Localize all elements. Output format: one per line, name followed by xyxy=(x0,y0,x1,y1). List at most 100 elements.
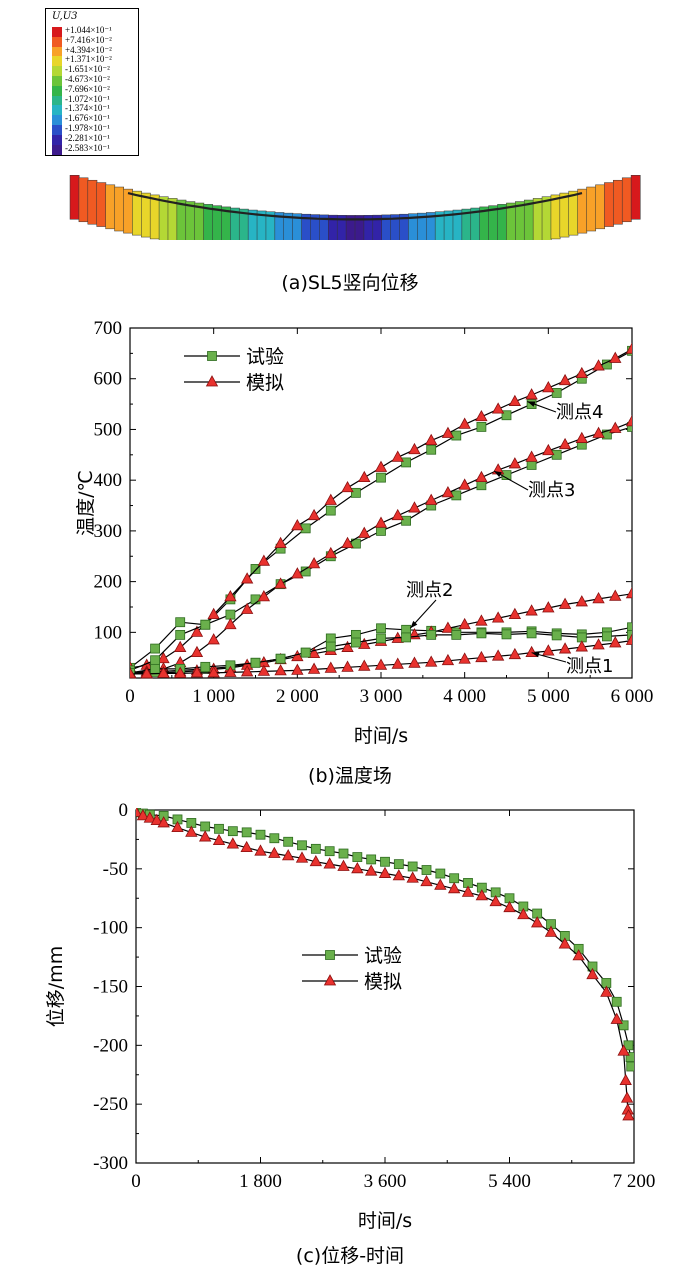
data-point xyxy=(364,864,378,876)
data-point xyxy=(475,470,488,483)
data-point xyxy=(307,662,321,674)
data-point xyxy=(175,629,186,640)
data-point xyxy=(408,442,421,455)
beam-element xyxy=(532,198,543,240)
y-tick-label: 300 xyxy=(94,521,123,542)
data-point xyxy=(391,657,404,669)
data-point xyxy=(198,830,212,842)
data-point xyxy=(625,415,632,427)
contour-legend-swatch xyxy=(52,46,62,57)
data-point xyxy=(324,846,335,857)
data-point xyxy=(558,937,572,949)
data-point xyxy=(300,647,311,658)
data-point xyxy=(190,666,204,678)
deformed-beam-contour xyxy=(69,175,641,240)
y-tick-label: 600 xyxy=(94,369,123,390)
data-point xyxy=(475,409,488,422)
y-tick-label: 700 xyxy=(94,318,123,339)
contour-legend-entry: -1.072×10⁻¹ xyxy=(52,94,136,106)
contour-legend-entry: -1.978×10⁻¹ xyxy=(52,123,136,135)
annotation-arrowhead xyxy=(410,620,418,629)
data-point xyxy=(307,508,321,521)
contour-legend-entry: -1.374×10⁻¹ xyxy=(52,103,136,116)
legend-label: 试验 xyxy=(246,346,284,368)
contour-legend-value: +4.394×10⁻² xyxy=(65,44,112,55)
data-point xyxy=(508,607,522,619)
data-point xyxy=(254,844,267,856)
data-point xyxy=(283,836,294,847)
data-point xyxy=(426,444,437,455)
data-point xyxy=(291,567,304,579)
data-point xyxy=(323,857,336,869)
beam-element xyxy=(523,199,534,240)
beam-element xyxy=(96,182,107,227)
data-point xyxy=(240,602,254,614)
data-point xyxy=(171,820,184,833)
data-point xyxy=(309,854,323,867)
data-point xyxy=(592,359,605,371)
data-point xyxy=(461,885,475,897)
data-point xyxy=(157,816,170,828)
data-point xyxy=(240,665,254,677)
data-point xyxy=(622,1109,634,1121)
data-point xyxy=(421,865,432,875)
data-point xyxy=(224,665,237,677)
caption-a: (a)SL5竖向位移 xyxy=(281,272,419,294)
data-point xyxy=(609,589,622,601)
data-point xyxy=(224,590,237,602)
beam-element xyxy=(123,188,133,234)
data-point xyxy=(592,426,605,438)
beam-element xyxy=(149,194,160,240)
data-point xyxy=(575,640,588,652)
data-point xyxy=(352,852,363,862)
data-point xyxy=(618,1020,629,1031)
data-point xyxy=(140,667,153,679)
data-point xyxy=(458,478,471,490)
beam-element xyxy=(595,184,605,230)
x-tick-label: 5 400 xyxy=(488,1171,531,1192)
contour-legend-title: U,U3 xyxy=(52,11,78,22)
data-point xyxy=(609,636,622,648)
x-tick-label: 5 000 xyxy=(527,686,570,707)
data-point xyxy=(544,925,558,937)
contour-legend-value: -4.673×10⁻² xyxy=(65,74,110,84)
data-point xyxy=(592,638,605,650)
y-tick-label: 0 xyxy=(119,800,129,821)
legend-label: 试验 xyxy=(364,945,402,967)
data-point xyxy=(441,486,455,498)
data-point xyxy=(407,861,418,872)
data-point xyxy=(275,653,286,664)
data-point xyxy=(325,641,336,652)
data-point xyxy=(476,422,487,432)
contour-legend-swatch xyxy=(52,95,62,106)
contour-legend-value: -1.676×10⁻¹ xyxy=(65,113,110,124)
data-point xyxy=(435,868,446,879)
data-point xyxy=(174,640,187,652)
contour-legend-value: -1.374×10⁻¹ xyxy=(65,103,110,114)
beam-element xyxy=(604,182,614,227)
data-point xyxy=(451,629,462,640)
data-point xyxy=(307,557,321,569)
data-point xyxy=(425,655,438,667)
data-point xyxy=(136,809,150,821)
data-point xyxy=(257,554,271,566)
x-tick-label: 1 000 xyxy=(192,686,235,707)
y-tick-label: 400 xyxy=(94,470,123,491)
data-point xyxy=(447,882,461,894)
data-point xyxy=(551,388,562,398)
series-line xyxy=(136,811,632,1067)
data-point xyxy=(441,426,455,438)
data-point xyxy=(391,450,404,462)
data-point xyxy=(508,457,522,469)
data-point xyxy=(609,421,622,433)
beam-element xyxy=(586,186,597,232)
data-point xyxy=(625,1052,634,1063)
data-point xyxy=(542,644,555,656)
data-point xyxy=(376,472,386,483)
data-point xyxy=(458,617,471,630)
temperature-chart: 0 1 000 2 000 3 000 4 000 5 000 6 000 100 200 300… xyxy=(75,318,653,747)
data-point xyxy=(374,460,388,472)
data-point xyxy=(307,646,321,659)
series-sim xyxy=(130,342,632,673)
series-sim xyxy=(130,633,632,679)
